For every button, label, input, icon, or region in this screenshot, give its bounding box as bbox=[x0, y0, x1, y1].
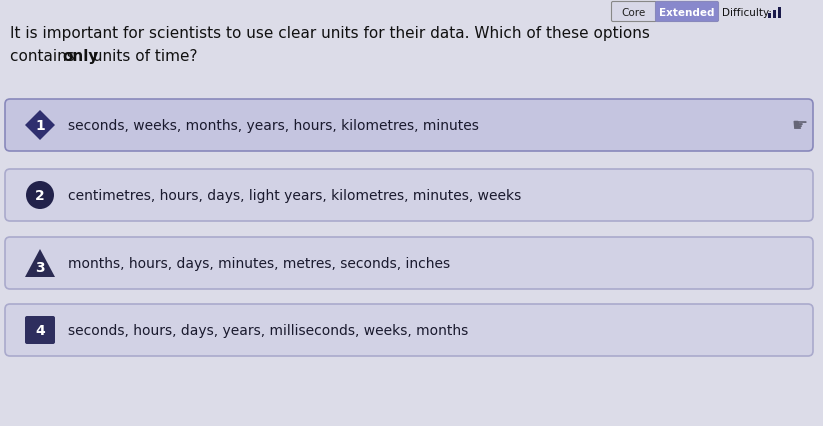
FancyBboxPatch shape bbox=[655, 3, 718, 23]
FancyBboxPatch shape bbox=[25, 316, 55, 344]
Text: 1: 1 bbox=[35, 119, 45, 132]
Text: Core: Core bbox=[622, 8, 646, 17]
Text: seconds, hours, days, years, milliseconds, weeks, months: seconds, hours, days, years, millisecond… bbox=[68, 323, 468, 337]
Text: contains: contains bbox=[10, 49, 80, 64]
Text: units of time?: units of time? bbox=[88, 49, 198, 64]
FancyBboxPatch shape bbox=[5, 304, 813, 356]
Text: 2: 2 bbox=[35, 189, 45, 202]
Polygon shape bbox=[25, 111, 55, 141]
Circle shape bbox=[26, 181, 54, 210]
FancyBboxPatch shape bbox=[611, 3, 657, 23]
Bar bbox=[768, 14, 771, 19]
Text: only: only bbox=[62, 49, 99, 64]
Polygon shape bbox=[25, 249, 55, 277]
Text: months, hours, days, minutes, metres, seconds, inches: months, hours, days, minutes, metres, se… bbox=[68, 256, 450, 271]
FancyBboxPatch shape bbox=[5, 100, 813, 152]
FancyBboxPatch shape bbox=[5, 237, 813, 289]
Bar bbox=[773, 11, 776, 19]
FancyBboxPatch shape bbox=[5, 170, 813, 222]
Text: 3: 3 bbox=[35, 260, 44, 274]
Text: ☛: ☛ bbox=[792, 117, 808, 135]
Text: 4: 4 bbox=[35, 323, 45, 337]
Text: Extended: Extended bbox=[659, 8, 714, 17]
Text: Difficulty:: Difficulty: bbox=[722, 8, 772, 17]
Text: seconds, weeks, months, years, hours, kilometres, minutes: seconds, weeks, months, years, hours, ki… bbox=[68, 119, 479, 132]
Text: It is important for scientists to use clear units for their data. Which of these: It is important for scientists to use cl… bbox=[10, 26, 650, 41]
Bar bbox=[778, 8, 782, 19]
Text: centimetres, hours, days, light years, kilometres, minutes, weeks: centimetres, hours, days, light years, k… bbox=[68, 189, 521, 202]
